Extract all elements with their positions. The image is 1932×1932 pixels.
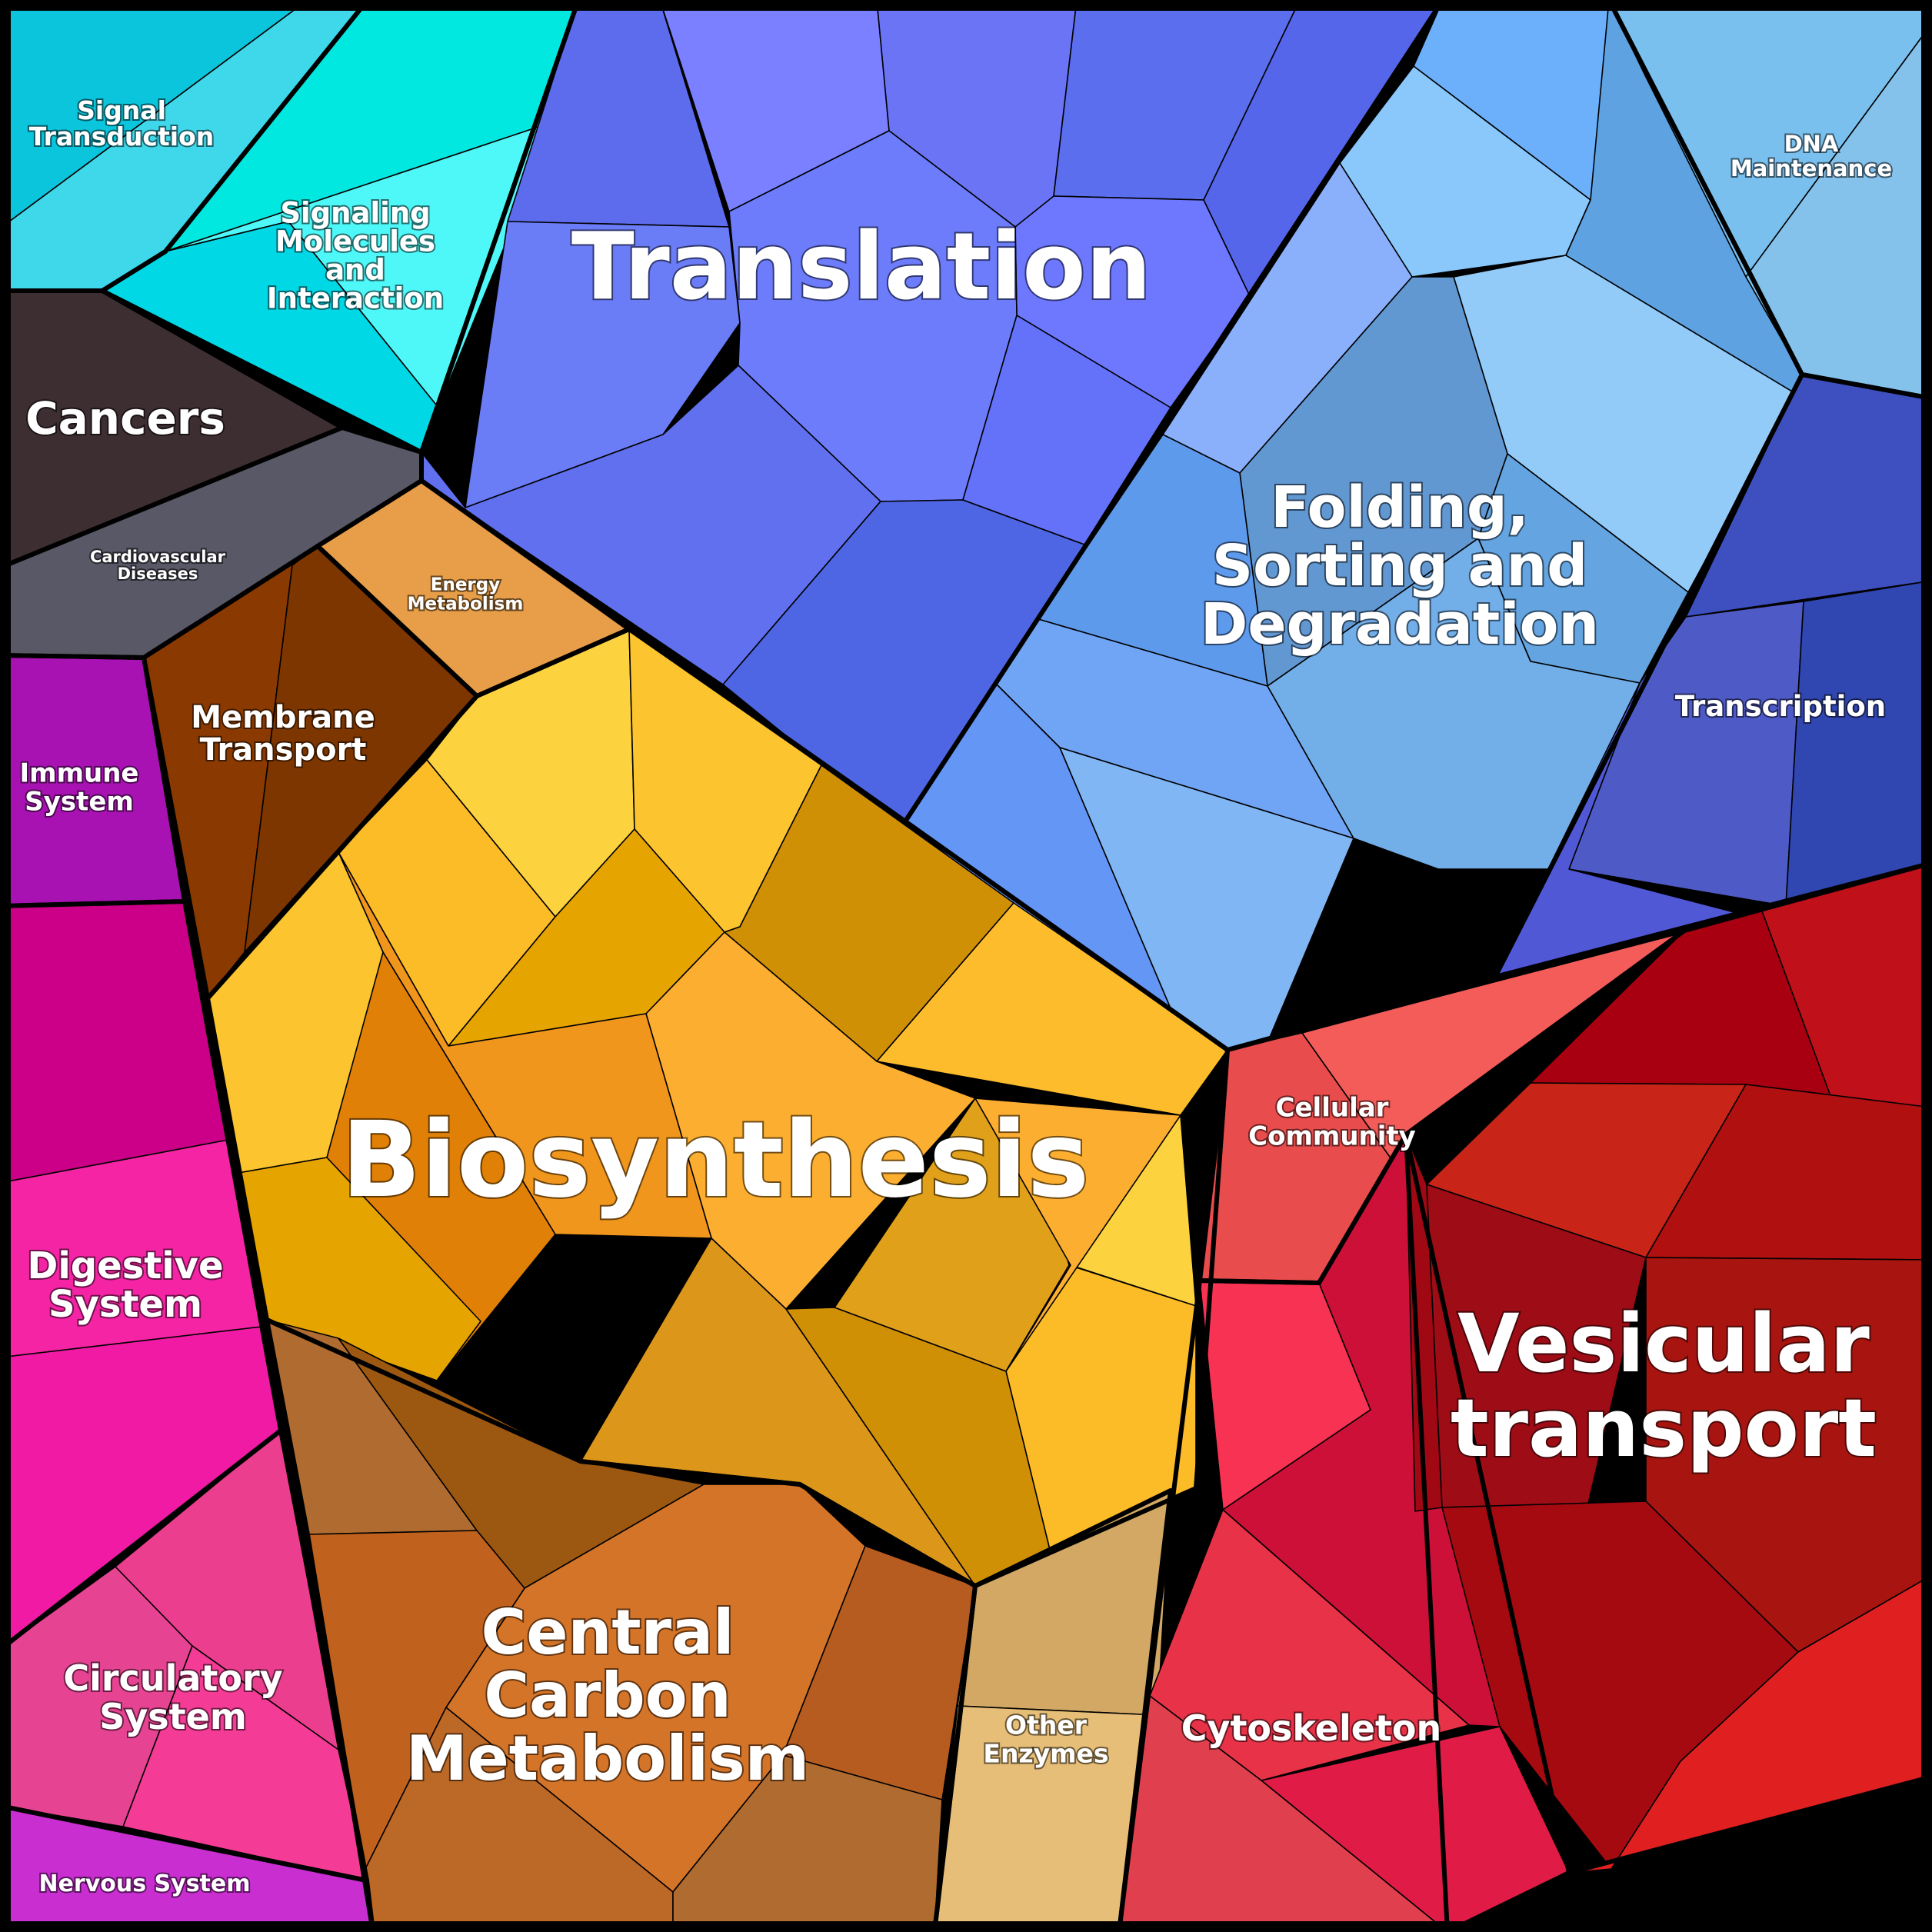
cardiovascular-diseases-label-line: Diseases: [118, 565, 198, 583]
membrane-transport-label-line: Membrane: [191, 700, 375, 735]
cytoskeleton-label: Cytoskeleton: [1181, 1707, 1442, 1749]
signaling-molecules-label-line: Molecules: [275, 225, 435, 258]
region-central-carbon-metabolism: [266, 1319, 976, 1932]
signaling-molecules-outline: [100, 0, 581, 455]
signaling-molecules-label-line: Interaction: [267, 281, 444, 315]
translation-label-line: Translation: [571, 214, 1151, 321]
signal-transduction-label-line: Signal: [77, 95, 166, 125]
cytoskeleton-label-line: Cytoskeleton: [1181, 1707, 1442, 1749]
transcription-outline: [1493, 372, 1932, 979]
folding-sorting-degradation-cell: [1267, 538, 1641, 870]
folding-sorting-degradation-label: Folding, Sorting and Degradation: [1201, 475, 1599, 658]
other-enzymes-label-line: Enzymes: [983, 1738, 1108, 1768]
dna-maintenance-label-line: Maintenance: [1730, 155, 1892, 182]
circulatory-system-label: Circulatory System: [63, 1657, 282, 1737]
biosynthesis-label-line: Biosynthesis: [341, 1100, 1090, 1221]
vesicular-transport-cell: [1645, 1084, 1932, 1261]
energy-metabolism-label: Energy Metabolism: [408, 575, 524, 614]
cellular-community-label: Cellular Community: [1248, 1092, 1416, 1151]
folding-sorting-degradation-label-line: Sorting and: [1212, 533, 1587, 599]
vesicular-transport-outline: [1404, 861, 1932, 1932]
region-biosynthesis: [207, 628, 1228, 1587]
central-carbon-metabolism-label-line: Carbon: [484, 1660, 731, 1731]
cellular-community-label-line: Community: [1248, 1121, 1416, 1151]
biosynthesis-cell: [785, 1307, 1051, 1587]
immune-system-label: Immune System: [20, 758, 139, 817]
energy-metabolism-label-line: Metabolism: [408, 594, 524, 614]
cellular-community-label-line: Cellular: [1276, 1092, 1389, 1123]
digestive-system-label: Digestive System: [27, 1244, 223, 1326]
dna-maintenance-label-line: DNA: [1784, 131, 1839, 157]
cardiovascular-diseases-label: Cardiovascular Diseases: [90, 548, 226, 583]
other-enzymes-label-line: Other: [1005, 1710, 1088, 1740]
immune-system-label-line: Immune: [20, 758, 139, 788]
signaling-molecules-label: Signaling Molecules and Interaction: [267, 196, 444, 315]
region-other-enzymes: [934, 1490, 1171, 1932]
digestive-system-label-line: System: [48, 1283, 202, 1326]
central-carbon-metabolism-label: Central Carbon Metabolism: [406, 1597, 809, 1794]
region-circulatory-system: [0, 1430, 368, 1881]
region-translation: [421, 0, 1444, 822]
signaling-molecules-label-line: and: [325, 253, 385, 286]
dna-maintenance-label: DNA Maintenance: [1730, 131, 1892, 182]
vesicular-transport-label-line: Vesicular: [1457, 1297, 1870, 1391]
biosynthesis-cell: [974, 1098, 1181, 1372]
central-carbon-metabolism-label-line: Central: [481, 1597, 734, 1668]
region-folding-sorting-degradation: [904, 0, 1803, 1051]
circulatory-system-label-line: System: [99, 1696, 247, 1737]
membrane-transport-label: Membrane Transport: [191, 700, 375, 768]
translation-cell: [465, 221, 741, 508]
translation-cell: [962, 315, 1171, 545]
nervous-system-label-line: Nervous System: [38, 1870, 250, 1897]
nervous-system-outline: [0, 1804, 375, 1932]
folding-sorting-degradation-cell: [1339, 65, 1591, 278]
transcription-label-line: Transcription: [1675, 690, 1886, 723]
translation-label: Translation: [571, 214, 1151, 321]
signal-transduction-label-line: Transduction: [29, 122, 215, 152]
biosynthesis-label: Biosynthesis: [341, 1100, 1090, 1221]
vesicular-transport-label-line: transport: [1451, 1381, 1877, 1475]
cancers-label: Cancers: [25, 392, 225, 445]
transcription-cell: [1785, 580, 1932, 907]
transcription-label: Transcription: [1675, 690, 1886, 723]
membrane-transport-label-line: Transport: [200, 732, 367, 768]
dna-maintenance-outline: [1607, 0, 1932, 401]
digestive-system-label-line: Digestive: [27, 1244, 223, 1287]
cardiovascular-diseases-label-line: Cardiovascular: [90, 548, 226, 566]
vesicular-transport-label: Vesicular transport: [1451, 1297, 1877, 1475]
cancers-label-line: Cancers: [25, 392, 225, 445]
circulatory-system-label-line: Circulatory: [63, 1657, 282, 1699]
immune-system-label-line: System: [25, 786, 134, 817]
region-digestive-system: [0, 901, 281, 1651]
central-carbon-metabolism-label-line: Metabolism: [406, 1723, 809, 1794]
nervous-system-label: Nervous System: [38, 1870, 250, 1897]
signal-transduction-label: Signal Transduction: [29, 95, 215, 152]
energy-metabolism-label-line: Energy: [431, 575, 500, 595]
folding-sorting-degradation-label-line: Folding,: [1271, 475, 1529, 541]
other-enzymes-label: Other Enzymes: [983, 1710, 1108, 1768]
other-enzymes-outline: [932, 1488, 1173, 1932]
region-vesicular-transport: [1405, 862, 1932, 1874]
folding-sorting-degradation-label-line: Degradation: [1201, 591, 1599, 658]
transcription-cell: [1568, 601, 1804, 907]
signaling-molecules-label-line: Signaling: [280, 196, 430, 229]
